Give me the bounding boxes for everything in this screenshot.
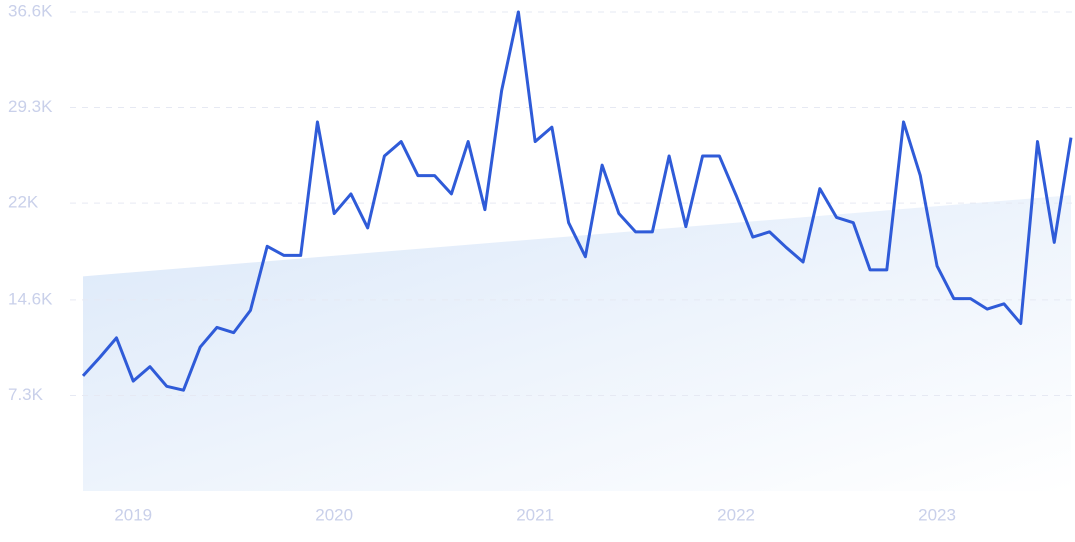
- y-tick-label: 7.3K: [8, 385, 44, 404]
- y-tick-label: 29.3K: [8, 97, 53, 116]
- y-tick-label: 22K: [8, 193, 39, 212]
- x-tick-label: 2022: [717, 505, 755, 524]
- y-tick-label: 36.6K: [8, 1, 53, 20]
- x-tick-label: 2020: [315, 505, 353, 524]
- trend-area: [83, 195, 1071, 491]
- x-tick-label: 2019: [114, 505, 152, 524]
- x-tick-label: 2021: [516, 505, 554, 524]
- x-tick-label: 2023: [918, 505, 956, 524]
- y-tick-label: 14.6K: [8, 289, 53, 308]
- line: [81, 10, 1073, 392]
